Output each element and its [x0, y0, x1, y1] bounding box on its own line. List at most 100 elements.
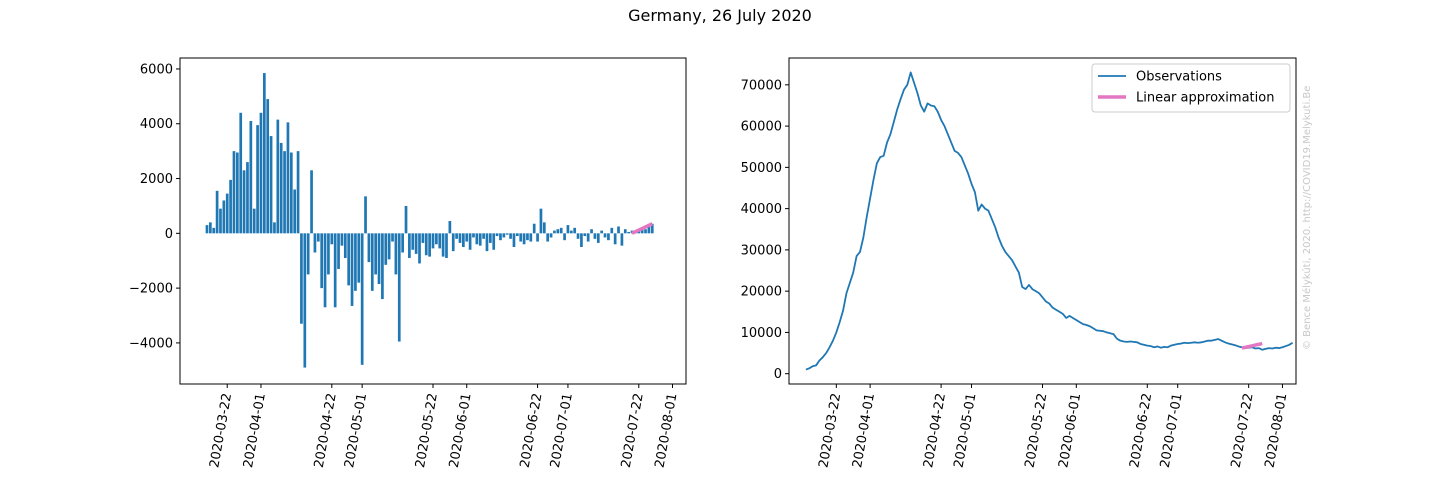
bar [377, 233, 381, 285]
right-xtick-label: 2020-07-01 [1158, 392, 1186, 469]
right-ytick-label: 20000 [741, 285, 782, 300]
bar [242, 170, 246, 234]
bar [542, 222, 546, 234]
bar [232, 151, 236, 234]
left-xtick-label: 2020-05-22 [413, 392, 441, 469]
bar [384, 233, 388, 265]
bar [279, 142, 283, 234]
bar [215, 190, 219, 234]
bar [205, 225, 209, 234]
bar [546, 233, 550, 242]
bar [492, 233, 496, 250]
bar [293, 189, 297, 234]
bar [401, 233, 404, 253]
bar [212, 227, 216, 234]
left-xtick-label: 2020-03-22 [207, 392, 235, 469]
bar [303, 233, 307, 368]
bar [367, 233, 371, 263]
bar [462, 233, 465, 248]
bar [428, 233, 431, 257]
bar [485, 233, 489, 252]
right-ytick-label: 40000 [741, 202, 782, 217]
left-plot-frame [179, 57, 687, 385]
bar [333, 233, 337, 308]
right-xtick-label: 2020-06-01 [1056, 392, 1084, 469]
bar [343, 233, 347, 258]
bar [316, 233, 320, 242]
bar [448, 221, 452, 234]
bar [607, 233, 610, 241]
bar [283, 151, 286, 234]
bar [472, 233, 475, 238]
bar [522, 233, 526, 245]
right-xtick-label: 2020-04-01 [850, 392, 878, 469]
left-xtick-label: 2020-04-22 [312, 392, 340, 469]
right-xtick-label: 2020-06-22 [1127, 392, 1155, 469]
bar [310, 170, 313, 234]
bar [435, 233, 438, 245]
bar [414, 233, 418, 254]
bar [357, 233, 361, 283]
bar [515, 233, 519, 237]
bar [553, 230, 556, 234]
left-ytick-label: 4000 [140, 117, 173, 132]
bar [330, 233, 334, 245]
bar [650, 223, 654, 234]
bar [505, 233, 509, 235]
bar [576, 233, 580, 239]
bar [337, 233, 340, 269]
bar [600, 230, 604, 234]
bar [586, 233, 590, 242]
bar [569, 230, 573, 234]
bar [286, 122, 290, 234]
chart-title: Germany, 26 July 2020 [628, 6, 812, 25]
bar [306, 233, 310, 275]
bar [539, 208, 543, 234]
bar [239, 112, 243, 234]
left-ytick-label: 6000 [140, 62, 173, 77]
bar [273, 222, 276, 234]
left-ytick-label: 0 [165, 227, 173, 242]
bar [445, 233, 448, 258]
bar [269, 136, 273, 234]
bar [468, 233, 472, 250]
bar [488, 233, 492, 243]
bar [235, 152, 239, 234]
bar [289, 152, 293, 234]
left-ytick-label: −4000 [129, 336, 173, 351]
bar [532, 223, 536, 234]
observations-line [805, 71, 1294, 371]
right-linear-approximation-line [1241, 341, 1263, 350]
bar [246, 162, 249, 234]
bar [209, 222, 212, 234]
bar [509, 233, 512, 239]
left-ytick-label: −2000 [129, 282, 173, 297]
bar [617, 226, 620, 234]
bar [478, 233, 482, 246]
bar [495, 233, 499, 237]
bar [313, 233, 317, 253]
bar [252, 208, 256, 234]
bar [424, 233, 428, 256]
bar [249, 121, 253, 234]
bar [559, 227, 563, 234]
bar [347, 233, 351, 286]
bar [590, 229, 593, 234]
bar [610, 227, 614, 234]
bar [647, 226, 651, 234]
bar [596, 233, 600, 243]
right-xtick-label: 2020-05-01 [952, 392, 980, 469]
right-xtick-label: 2020-07-22 [1229, 392, 1257, 469]
bar [222, 200, 226, 234]
bar [438, 233, 442, 249]
bar [229, 179, 232, 234]
left-xtick-label: 2020-06-01 [447, 392, 475, 469]
bar [573, 227, 577, 234]
bar [549, 233, 553, 238]
bar [431, 233, 435, 249]
bar [219, 208, 222, 234]
bar [320, 233, 324, 289]
bar [404, 205, 408, 234]
legend-label: Observations [1136, 70, 1222, 85]
right-ytick-label: 50000 [741, 161, 782, 176]
